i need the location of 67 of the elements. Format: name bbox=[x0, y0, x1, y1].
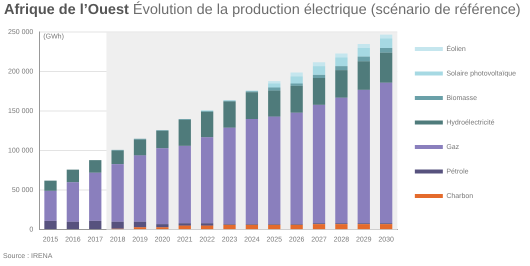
bar bbox=[312, 62, 326, 66]
bar bbox=[66, 182, 80, 222]
bar bbox=[312, 66, 326, 75]
bar bbox=[200, 112, 214, 138]
bar bbox=[246, 224, 258, 230]
bar bbox=[178, 120, 191, 146]
bar bbox=[358, 56, 370, 62]
bar bbox=[156, 148, 169, 224]
bar bbox=[223, 224, 236, 230]
bar bbox=[200, 137, 214, 224]
bar bbox=[380, 48, 392, 53]
bar bbox=[44, 220, 57, 230]
bar bbox=[223, 102, 236, 128]
bar bbox=[44, 190, 57, 221]
bar bbox=[380, 34, 392, 39]
bar bbox=[312, 78, 326, 105]
bar bbox=[335, 98, 348, 224]
bar bbox=[268, 84, 280, 88]
bar bbox=[290, 224, 303, 230]
bar bbox=[178, 146, 191, 224]
bar bbox=[134, 140, 146, 156]
bar bbox=[89, 220, 102, 230]
bar bbox=[246, 119, 258, 224]
bar bbox=[178, 226, 191, 230]
bar bbox=[111, 222, 124, 229]
bar bbox=[380, 38, 392, 48]
bar bbox=[335, 54, 348, 58]
bar bbox=[268, 116, 280, 224]
bar bbox=[335, 70, 348, 98]
bar bbox=[44, 180, 57, 191]
chart-subtitle: Évolution de la production électrique (scénario de référence) bbox=[132, 2, 521, 18]
bar bbox=[156, 224, 169, 228]
bar bbox=[268, 90, 280, 117]
bar bbox=[358, 44, 370, 48]
bar bbox=[290, 72, 303, 76]
bar bbox=[358, 48, 370, 57]
bar bbox=[223, 128, 236, 224]
bar bbox=[290, 112, 303, 224]
bar bbox=[268, 81, 280, 84]
bar bbox=[66, 170, 80, 182]
bar bbox=[89, 172, 102, 221]
chart-title: Afrique de l’Ouest bbox=[4, 2, 129, 18]
bar bbox=[134, 155, 146, 222]
bar bbox=[200, 226, 214, 230]
bar bbox=[335, 66, 348, 70]
bar bbox=[290, 86, 303, 113]
bar bbox=[312, 224, 326, 230]
bar bbox=[134, 222, 146, 228]
bar bbox=[66, 222, 80, 230]
bar bbox=[312, 74, 326, 78]
bar bbox=[335, 57, 348, 66]
bar bbox=[111, 164, 124, 222]
bar bbox=[268, 87, 280, 91]
bar bbox=[335, 224, 348, 230]
bar bbox=[312, 104, 326, 224]
bar bbox=[268, 224, 280, 230]
bar bbox=[358, 61, 370, 90]
bar bbox=[111, 150, 124, 164]
bar bbox=[156, 130, 169, 148]
bar bbox=[380, 52, 392, 83]
bar bbox=[89, 160, 102, 173]
bar bbox=[358, 90, 370, 224]
bar bbox=[380, 224, 392, 230]
bar bbox=[358, 224, 370, 230]
bar bbox=[380, 82, 392, 224]
bar bbox=[290, 76, 303, 84]
bar bbox=[246, 92, 258, 120]
